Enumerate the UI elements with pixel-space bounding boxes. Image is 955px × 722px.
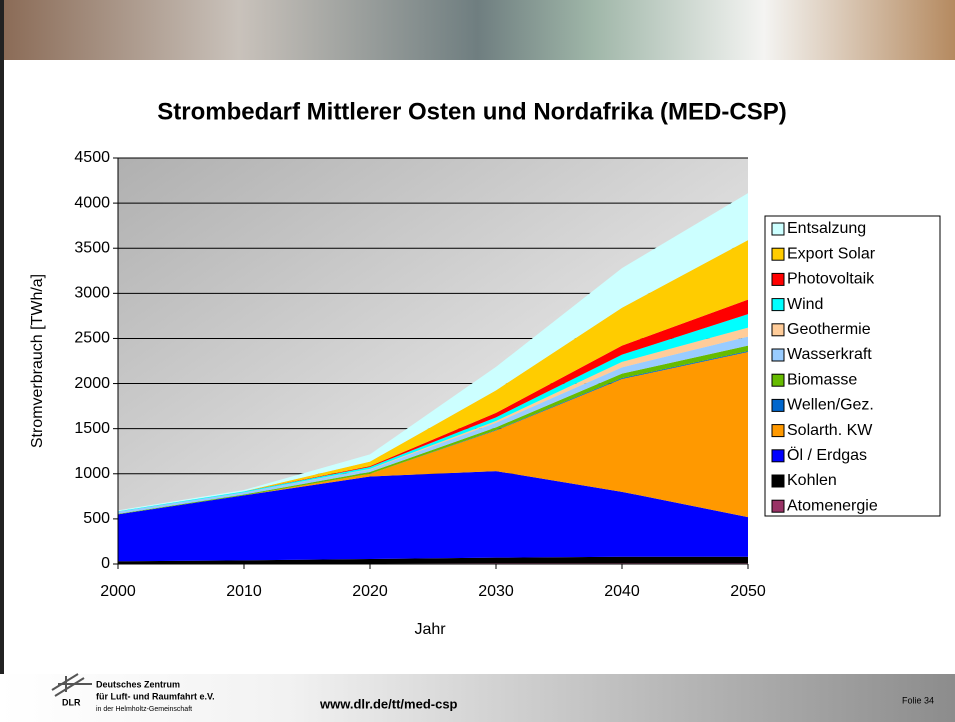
- area: [118, 336, 748, 514]
- legend-swatch: [771, 323, 785, 337]
- legend-label: Export Solar: [787, 245, 876, 262]
- y-tick-label: 1500: [74, 420, 110, 437]
- legend-label: Wasserkraft: [787, 346, 872, 363]
- legend: Atomenergie Kohlen Öl / Erdgas Solarth. KW W…: [771, 220, 878, 514]
- legend-swatch: [771, 222, 785, 236]
- y-axis-label: Stromverbrauch [TWh/a]: [29, 274, 46, 448]
- x-tick-label: 2000: [100, 583, 136, 600]
- legend-swatch: [771, 348, 785, 362]
- legend-swatch: [771, 373, 785, 387]
- footer-url[interactable]: www.dlr.de/tt/med-csp: [319, 696, 458, 711]
- legend-label: Atomenergie: [787, 497, 878, 514]
- header-banner: [0, 0, 955, 60]
- y-tick-label: 1000: [74, 465, 110, 482]
- area: [118, 345, 748, 515]
- plot-area: [113, 157, 749, 569]
- y-tick-label: 500: [83, 510, 110, 527]
- legend-label: Biomasse: [787, 371, 857, 388]
- x-tick-label: 2030: [478, 583, 514, 600]
- y-tick-label: 4500: [74, 149, 110, 166]
- x-tick-label: 2050: [730, 583, 766, 600]
- legend-swatch: [771, 272, 785, 286]
- area: [118, 351, 748, 518]
- legend-label: Wellen/Gez.: [787, 397, 874, 414]
- area: [118, 556, 748, 564]
- x-tick-label: 2010: [226, 583, 262, 600]
- legend-swatch: [771, 398, 785, 412]
- y-tick-label: 3500: [74, 239, 110, 256]
- y-tick-label: 3000: [74, 285, 110, 302]
- y-tick-label: 4000: [74, 194, 110, 211]
- y-tick-label: 2500: [74, 330, 110, 347]
- x-tick-label: 2020: [352, 583, 388, 600]
- legend-box: [764, 215, 941, 517]
- logo-abbr: DLR: [62, 697, 81, 707]
- footer-bar: [0, 674, 955, 722]
- logo-icon: [51, 673, 92, 697]
- page-number: Folie 34: [902, 695, 934, 705]
- chart-title: Strombedarf Mittlerer Osten und Nordafri…: [157, 98, 786, 125]
- legend-swatch: [771, 499, 785, 513]
- legend-swatch: [771, 474, 785, 488]
- area: [118, 471, 748, 562]
- legend-swatch: [771, 298, 785, 312]
- logo-line3: in der Helmholtz-Gemeinschaft: [96, 706, 192, 713]
- legend-label: Wind: [787, 296, 823, 313]
- legend-swatch: [771, 424, 785, 438]
- logo: DLR Deutsches Zentrum für Luft- und Raum…: [51, 673, 215, 713]
- x-axis-label: Jahr: [414, 621, 446, 638]
- legend-label: Solarth. KW: [787, 422, 873, 439]
- legend-label: Photovoltaik: [787, 271, 875, 288]
- legend-label: Kohlen: [787, 472, 837, 489]
- legend-swatch: [771, 449, 785, 463]
- logo-line1: Deutsches Zentrum: [96, 679, 180, 689]
- x-tick-label: 2040: [604, 583, 640, 600]
- area: [118, 327, 748, 512]
- legend-label: Entsalzung: [787, 220, 866, 237]
- legend-label: Geothermie: [787, 321, 871, 338]
- legend-label: Öl / Erdgas: [787, 446, 867, 464]
- logo-line2: für Luft- und Raumfahrt e.V.: [96, 691, 215, 701]
- left-border: [0, 0, 4, 722]
- legend-swatch: [771, 247, 785, 261]
- y-tick-label: 2000: [74, 375, 110, 392]
- y-tick-label: 0: [101, 555, 110, 572]
